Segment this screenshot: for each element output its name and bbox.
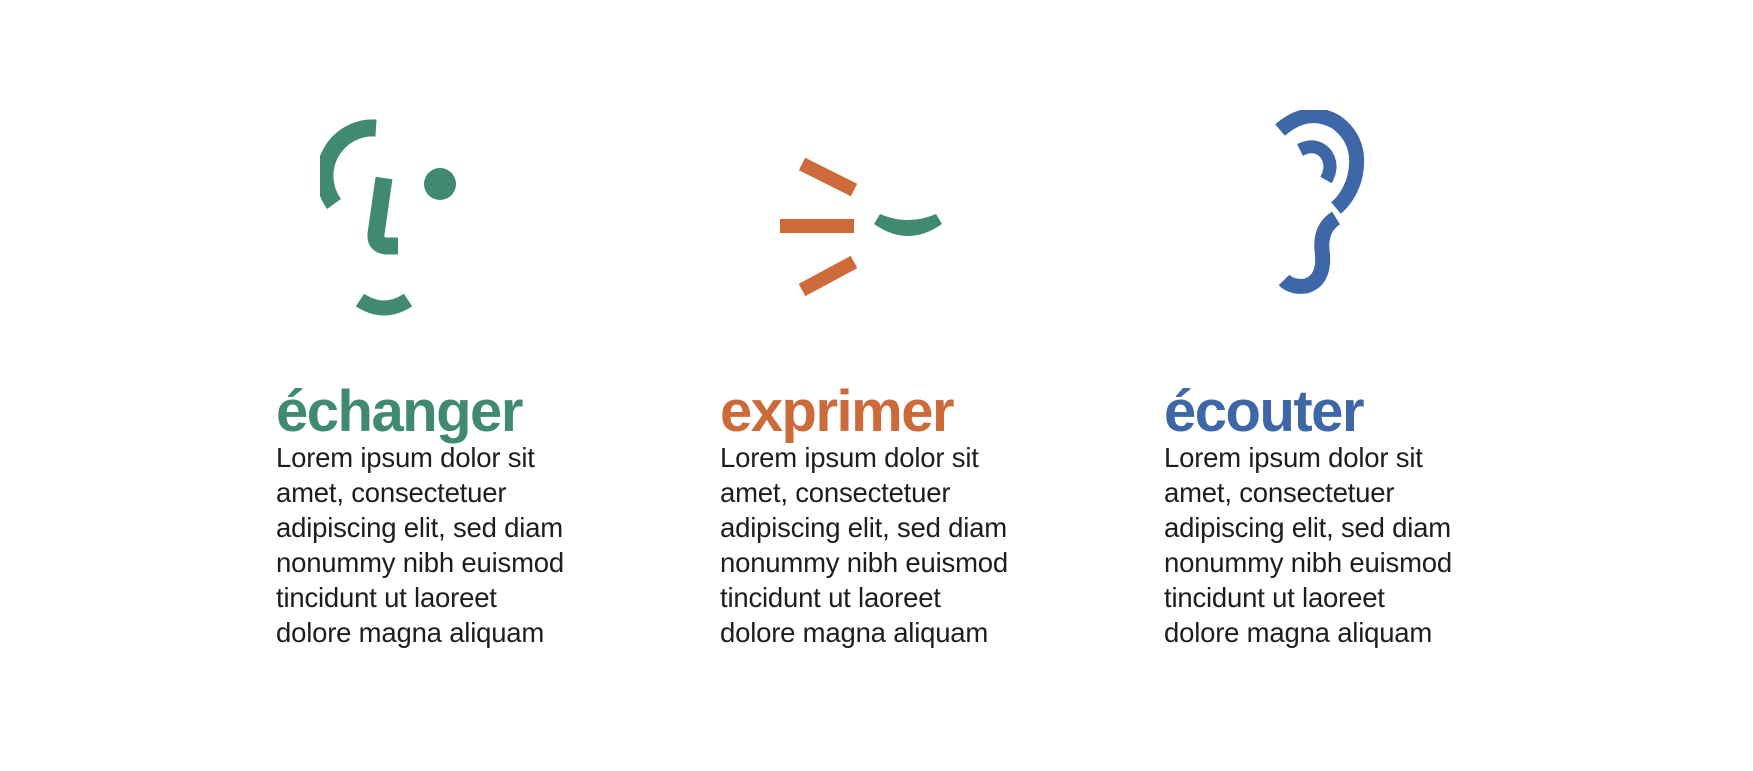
feature-title: écouter — [1164, 379, 1365, 444]
feature-description: Lorem ipsum dolor sit amet, consectetuer… — [720, 442, 1008, 648]
feature-description: Lorem ipsum dolor sit amet, consectetuer… — [276, 442, 564, 648]
feature-title: exprimer — [720, 379, 955, 444]
speaking-mouth-icon — [780, 157, 942, 297]
ear-icon — [1275, 110, 1365, 294]
feature-description: Lorem ipsum dolor sit amet, consectetuer… — [1164, 442, 1452, 648]
face-profile-icon — [320, 119, 456, 316]
feature-title: échanger — [276, 379, 523, 444]
